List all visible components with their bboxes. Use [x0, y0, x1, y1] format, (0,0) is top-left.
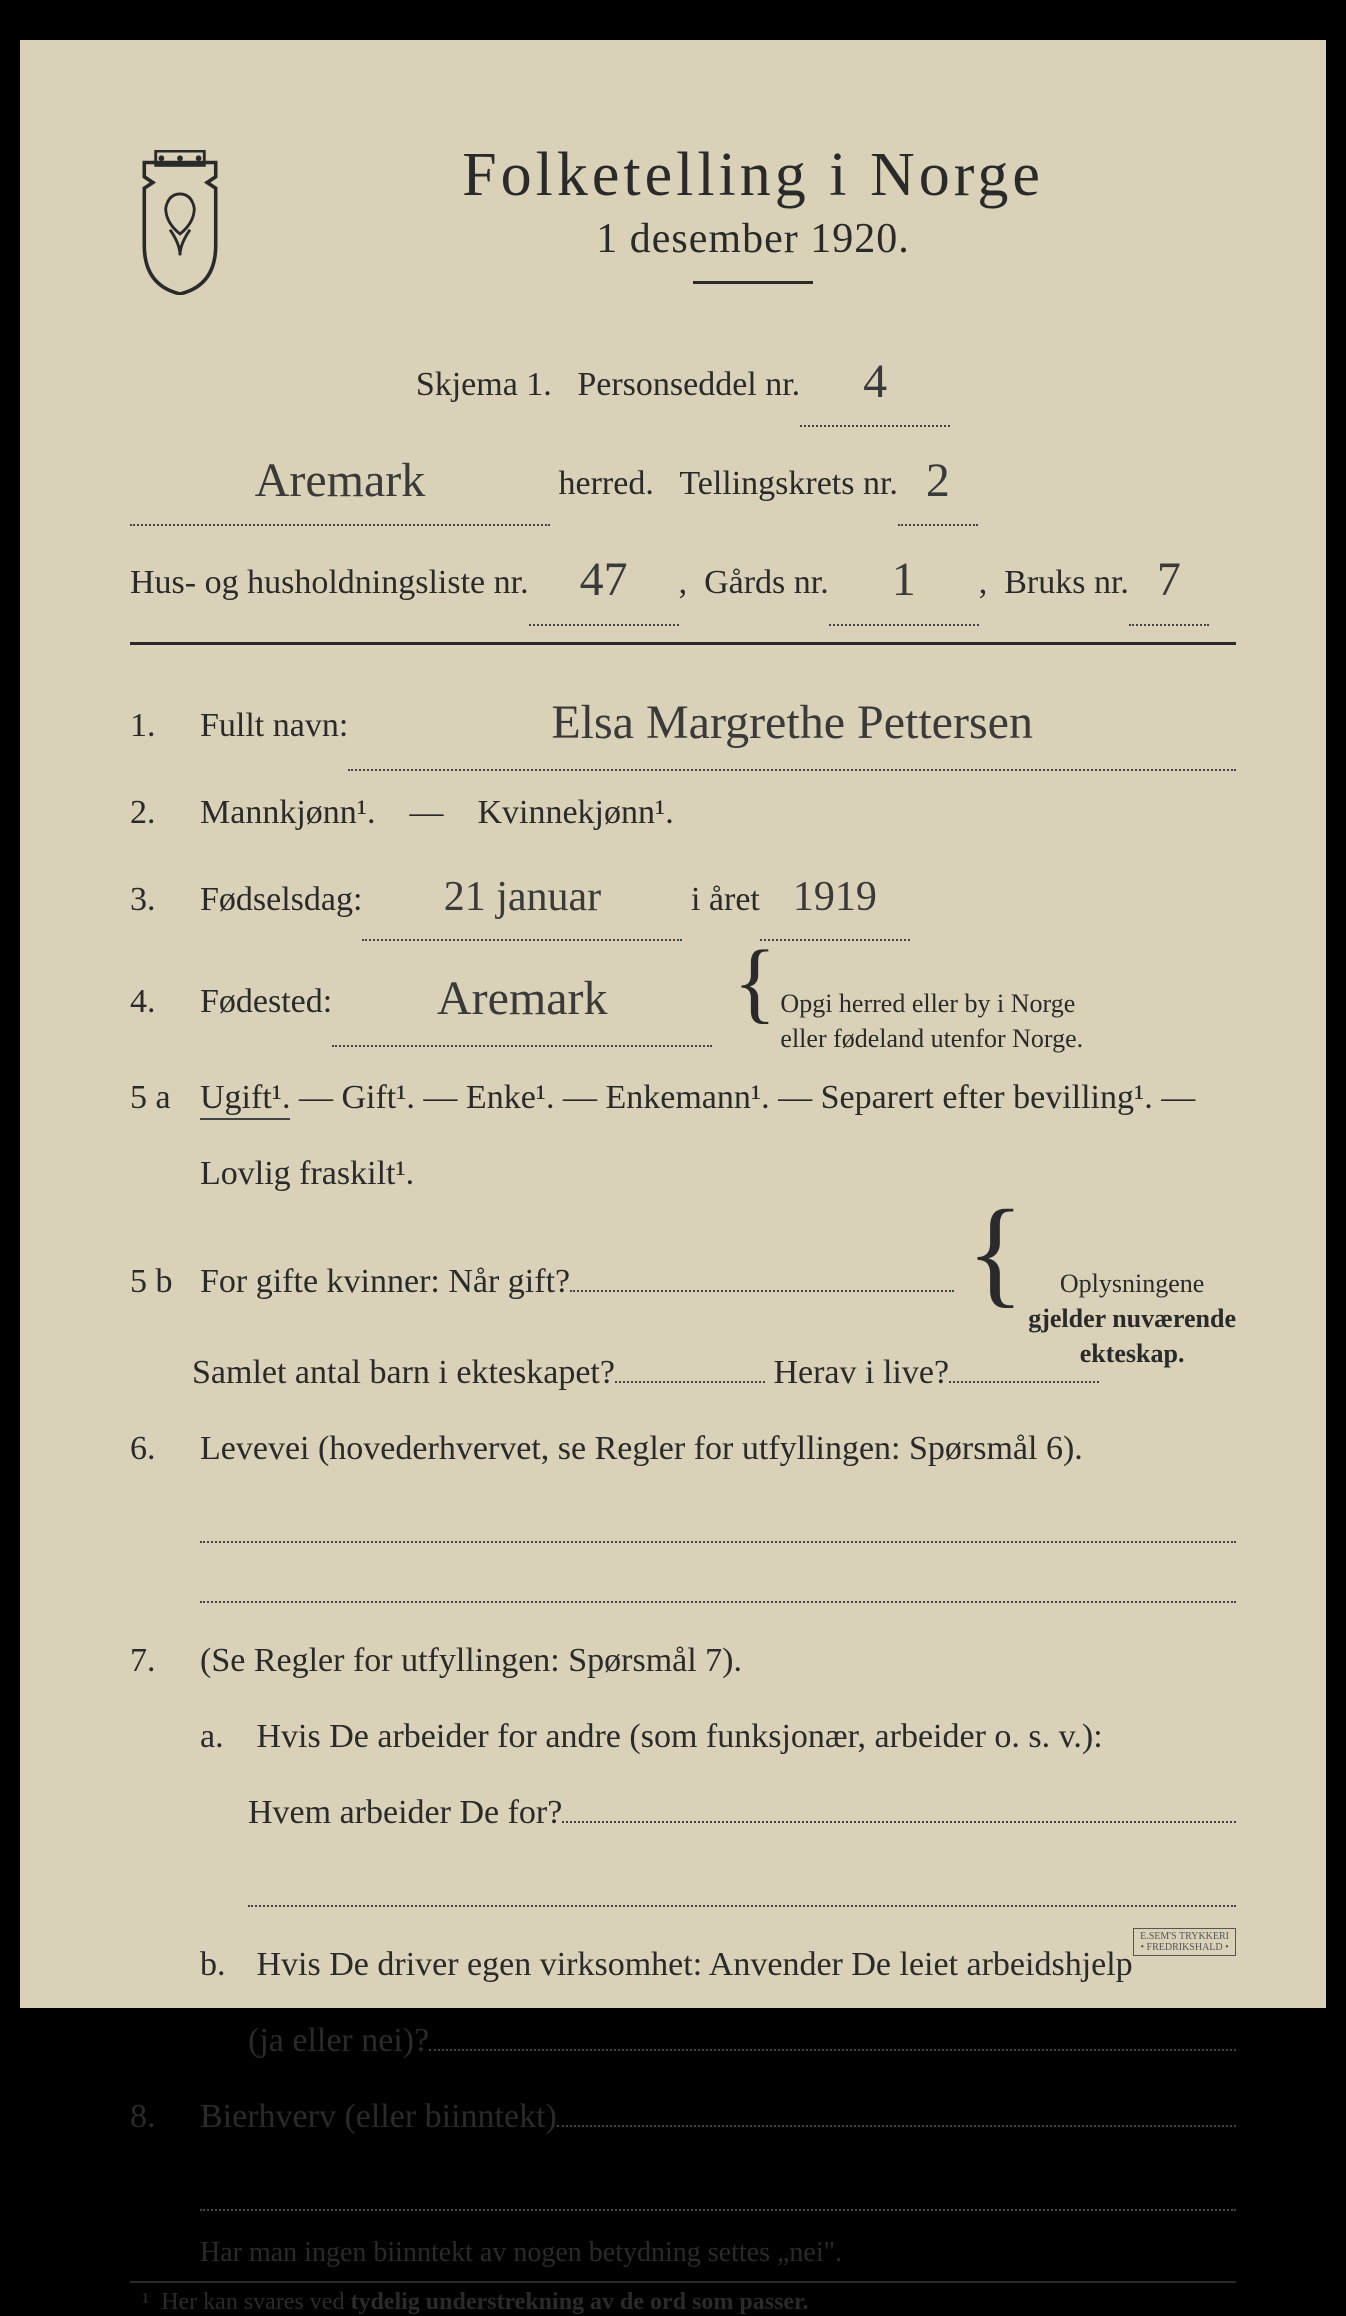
header: Folketelling i Norge 1 desember 1920.	[130, 140, 1236, 324]
q7b-text2: (ja eller nei)?	[248, 2007, 429, 2075]
tellingskrets-value: 2	[898, 433, 978, 526]
q7-label: (Se Regler for utfyllingen: Spørsmål 7).	[200, 1642, 742, 1679]
q6-blank-line-2	[200, 1567, 1236, 1603]
q5b-label1: For gifte kvinner: Når gift?	[200, 1248, 570, 1316]
q8-label: Bierhverv (eller biinntekt)	[200, 2083, 557, 2151]
q5b-blank3	[949, 1381, 1099, 1383]
q1-value: Elsa Margrethe Pettersen	[348, 673, 1236, 771]
q7a-text1: Hvis De arbeider for andre (som funksjon…	[257, 1718, 1103, 1755]
meta-row-3: Hus- og husholdningsliste nr. 47 , Gårds…	[130, 532, 1236, 625]
q5b-num: 5 b	[130, 1248, 200, 1316]
bruks-value: 7	[1129, 532, 1209, 625]
q7a-num: a.	[200, 1703, 248, 1771]
q1-row: 1. Fullt navn: Elsa Margrethe Pettersen	[130, 673, 1236, 771]
q7b-blank	[429, 2010, 1236, 2051]
q5b-blank1	[570, 1251, 954, 1292]
q2-option-female: Kvinnekjønn¹.	[477, 794, 673, 831]
q3-year-value: 1919	[760, 855, 910, 941]
q5b-label3: Herav i live?	[773, 1339, 949, 1407]
census-form-page: Folketelling i Norge 1 desember 1920. Sk…	[20, 40, 1326, 2008]
q3-row: 3. Fødselsdag: 21 januar i året 1919	[130, 855, 1236, 941]
footer-note: Har man ingen biinntekt av nogen betydni…	[130, 2237, 1236, 2269]
q4-num: 4.	[130, 968, 200, 1036]
q1-label: Fullt navn:	[200, 692, 348, 760]
q5b-label2: Samlet antal barn i ekteskapet?	[192, 1339, 615, 1407]
q5a-options: Ugift¹. — Gift¹. — Enke¹. — Enkemann¹. —…	[200, 1079, 1195, 1120]
q5a-row: 5 a Ugift¹. — Gift¹. — Enke¹. — Enkemann…	[130, 1064, 1236, 1132]
q2-row: 2. Mannkjønn¹. — Kvinnekjønn¹.	[130, 779, 1236, 847]
q7-row: 7. (Se Regler for utfyllingen: Spørsmål …	[130, 1627, 1236, 1695]
footer-rule	[130, 2281, 1236, 2283]
coat-of-arms-icon	[130, 150, 230, 295]
brace-icon: {	[967, 1216, 1025, 1288]
q3-label: Fødselsdag:	[200, 866, 362, 934]
q7b-text1: Hvis De driver egen virksomhet: Anvender…	[257, 1946, 1133, 1983]
gards-value: 1	[829, 532, 979, 625]
q3-num: 3.	[130, 866, 200, 934]
q7a-row2: Hvem arbeider De for?	[130, 1779, 1236, 1847]
personseddel-value: 4	[800, 334, 950, 427]
q4-row: 4. Fødested: Aremark { Opgi herred eller…	[130, 949, 1236, 1056]
q8-num: 8.	[130, 2083, 200, 2151]
q7a-blank	[562, 1782, 1236, 1823]
bruks-label: Bruks nr.	[1004, 551, 1129, 616]
main-title: Folketelling i Norge	[270, 140, 1236, 211]
q7a-row: a. Hvis De arbeider for andre (som funks…	[130, 1703, 1236, 1771]
q7a-blank-line	[248, 1871, 1236, 1907]
herred-value: Aremark	[130, 433, 550, 526]
q3-year-label: i året	[691, 866, 760, 934]
printer-mark: E.SEM'S TRYKKERI • FREDRIKSHALD •	[1133, 1928, 1236, 1956]
q8-blank-line	[200, 2175, 1236, 2211]
q4-value: Aremark	[332, 949, 712, 1047]
title-block: Folketelling i Norge 1 desember 1920.	[270, 140, 1236, 324]
q5b-blank2	[615, 1381, 765, 1383]
q1-num: 1.	[130, 692, 200, 760]
q5a-num: 5 a	[130, 1064, 200, 1132]
tellingskrets-label: Tellingskrets nr.	[679, 452, 898, 517]
q2-dash: —	[409, 794, 443, 831]
husliste-label: Hus- og husholdningsliste nr.	[130, 551, 529, 616]
q7a-text2: Hvem arbeider De for?	[248, 1779, 562, 1847]
meta-row-1: Skjema 1. Personseddel nr. 4	[130, 334, 1236, 427]
q4-note: Opgi herred eller by i Norge eller fødel…	[780, 986, 1083, 1056]
meta-row-2: Aremark herred. Tellingskrets nr. 2	[130, 433, 1236, 526]
skjema-label: Skjema 1.	[416, 353, 552, 418]
q5b-note: Oplysningene gjelder nuværende ekteskap.	[1028, 1266, 1236, 1371]
footnote: ¹ Her kan svares ved tydelig understrekn…	[130, 2289, 1236, 2316]
q6-row: 6. Levevei (hovederhvervet, se Regler fo…	[130, 1415, 1236, 1483]
q7b-num: b.	[200, 1931, 248, 1999]
q7b-row2: (ja eller nei)?	[130, 2007, 1236, 2075]
q4-label: Fødested:	[200, 968, 332, 1036]
divider-top	[130, 642, 1236, 645]
title-rule	[693, 281, 813, 284]
q6-num: 6.	[130, 1415, 200, 1483]
q6-label: Levevei (hovederhvervet, se Regler for u…	[200, 1430, 1083, 1467]
herred-label: herred.	[559, 452, 654, 517]
personseddel-label: Personseddel nr.	[577, 353, 800, 418]
gards-label: Gårds nr.	[704, 551, 829, 616]
q7b-row: b. Hvis De driver egen virksomhet: Anven…	[130, 1931, 1236, 1999]
subtitle: 1 desember 1920.	[270, 215, 1236, 263]
brace-icon: {	[733, 956, 776, 1010]
q5a-row2: Lovlig fraskilt¹.	[130, 1140, 1236, 1208]
q7-num: 7.	[130, 1627, 200, 1695]
husliste-value: 47	[529, 532, 679, 625]
q2-num: 2.	[130, 779, 200, 847]
q5a-options2: Lovlig fraskilt¹.	[200, 1155, 414, 1192]
q2-option-male: Mannkjønn¹.	[200, 794, 375, 831]
q8-row: 8. Bierhverv (eller biinntekt)	[130, 2083, 1236, 2151]
q8-blank	[557, 2086, 1236, 2127]
q3-day-value: 21 januar	[362, 855, 682, 941]
q6-blank-line-1	[200, 1507, 1236, 1543]
